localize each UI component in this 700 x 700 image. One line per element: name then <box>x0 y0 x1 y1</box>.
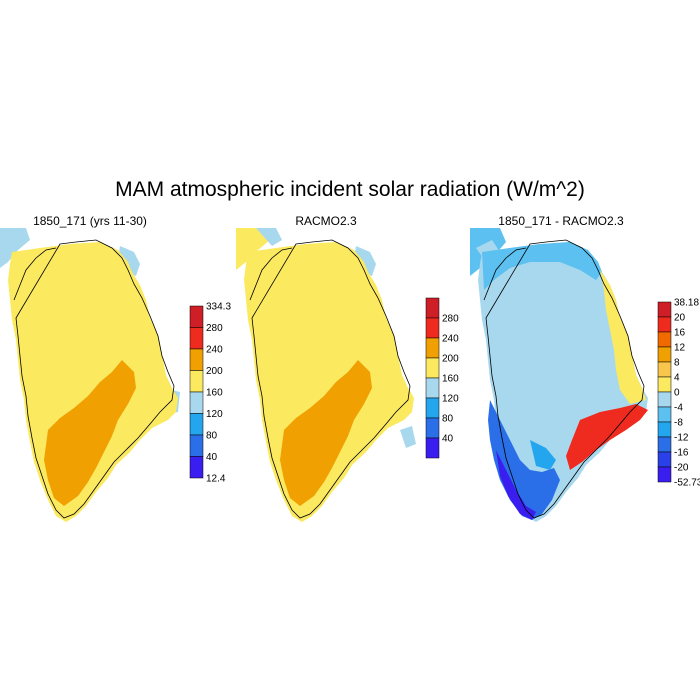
colorbar-swatch <box>657 361 672 378</box>
colorbar-tick-label: 160 <box>442 374 459 385</box>
colorbar-bottom-label: -52.73 <box>674 478 700 489</box>
colorbar-swatch <box>189 327 204 350</box>
colorbar-tick-label: 80 <box>442 414 454 425</box>
colorbar-tick-label: -12 <box>674 433 689 444</box>
colorbar-tick-label: -8 <box>674 418 683 429</box>
colorbar-tick-label: 120 <box>206 409 223 420</box>
colorbar-top-label: 38.18 <box>674 298 699 309</box>
colorbar-tick-label: 160 <box>206 388 223 399</box>
colorbar-tick-label: 280 <box>206 323 223 334</box>
colorbar-top-label: 334.3 <box>206 302 231 313</box>
colorbar-swatch <box>657 406 672 423</box>
colorbar-tick-label: 240 <box>442 334 459 345</box>
colorbar-swatch <box>425 337 440 359</box>
colorbar-swatch <box>657 376 672 393</box>
colorbar-swatch <box>189 348 204 371</box>
map-panel-2 <box>236 228 416 538</box>
colorbar-tick-label: 12 <box>674 343 686 354</box>
colorbar-swatch <box>657 436 672 453</box>
colorbar-tick-label: 200 <box>442 354 459 365</box>
colorbar-swatch <box>425 317 440 339</box>
colorbar-2: 280 240 200 160 120 80 40 <box>425 297 459 459</box>
colorbar-swatch <box>657 466 672 483</box>
panel-title-3: 1850_171 - RACMO2.3 <box>498 214 624 228</box>
colorbar-swatch <box>425 417 440 439</box>
figure-title: MAM atmospheric incident solar radiation… <box>115 178 585 201</box>
colorbar-swatch <box>425 437 440 459</box>
colorbar-tick-label: -4 <box>674 403 683 414</box>
colorbar-tick-label: 240 <box>206 345 223 356</box>
colorbar-swatch <box>189 370 204 393</box>
colorbar-swatch <box>189 391 204 414</box>
colorbar-swatch <box>657 301 672 318</box>
colorbar-tick-label: -20 <box>674 463 689 474</box>
colorbar-3: 38.18 20 16 12 8 4 0 -4 -8 -12 -16 -20 -52.73 <box>657 298 700 489</box>
colorbar-tick-label: 200 <box>206 366 223 377</box>
colorbar-swatch <box>189 413 204 436</box>
colorbar-swatch <box>425 297 440 319</box>
colorbar-tick-label: 120 <box>442 394 459 405</box>
colorbar-swatch <box>425 357 440 379</box>
colorbar-swatch <box>657 316 672 333</box>
colorbar-tick-label: 280 <box>442 314 459 325</box>
panel-title-2: RACMO2.3 <box>295 214 357 228</box>
colorbar-swatch <box>189 456 204 479</box>
colorbar-tick-label: 40 <box>206 452 218 463</box>
map-panel-1 <box>0 228 180 538</box>
colorbar-swatch <box>657 421 672 438</box>
map-panel-3 <box>470 228 650 538</box>
colorbar-tick-label: 0 <box>674 388 680 399</box>
colorbar-swatch <box>425 397 440 419</box>
colorbar-tick-label: 8 <box>674 358 680 369</box>
colorbar-swatch <box>657 331 672 348</box>
colorbar-swatch <box>657 451 672 468</box>
colorbar-swatch <box>189 305 204 328</box>
colorbar-1: 334.3 280 240 200 160 120 80 40 12.4 <box>189 302 231 485</box>
colorbar-swatch <box>657 391 672 408</box>
colorbar-bottom-label: 12.4 <box>206 474 226 485</box>
colorbar-tick-label: 4 <box>674 373 680 384</box>
colorbar-swatch <box>425 377 440 399</box>
colorbar-tick-label: 40 <box>442 434 454 445</box>
colorbar-swatch <box>189 434 204 457</box>
colorbar-tick-label: 80 <box>206 431 218 442</box>
panel-title-1: 1850_171 (yrs 11-30) <box>33 214 147 228</box>
colorbar-tick-label: 20 <box>674 313 686 324</box>
colorbar-swatch <box>657 346 672 363</box>
colorbar-tick-label: 16 <box>674 328 686 339</box>
colorbar-tick-label: -16 <box>674 448 689 459</box>
